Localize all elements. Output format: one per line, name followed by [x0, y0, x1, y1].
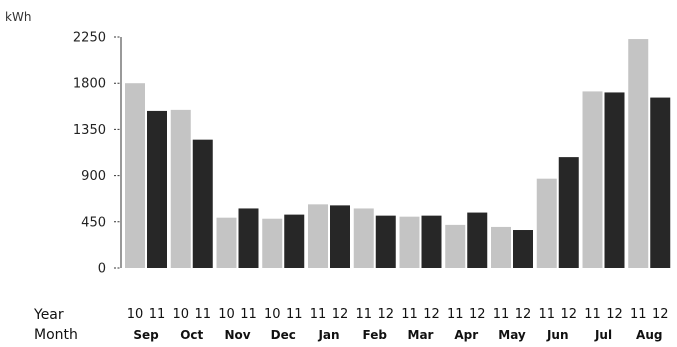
- year-label: 11: [447, 307, 464, 322]
- year-label: 12: [560, 307, 577, 322]
- year-label: 11: [584, 307, 601, 322]
- year-label: 11: [149, 307, 166, 322]
- bar: [262, 218, 283, 268]
- bar: [628, 39, 649, 269]
- bar: [147, 110, 167, 268]
- year-label: 12: [377, 307, 394, 322]
- month-label: Mar: [408, 328, 434, 342]
- bar: [421, 215, 442, 268]
- year-label: 11: [355, 307, 372, 322]
- year-label: 12: [515, 307, 532, 322]
- bar-series: [125, 39, 671, 269]
- month-label: Jul: [594, 328, 612, 342]
- month-label: Feb: [363, 328, 388, 342]
- y-axis-ticks: 0 450 900 1350 1800 2250: [73, 31, 121, 277]
- bar: [467, 212, 488, 268]
- month-label: May: [498, 328, 526, 342]
- year-label: 12: [606, 307, 623, 322]
- bar: [308, 204, 328, 268]
- month-label: Jun: [546, 328, 569, 342]
- year-label: 11: [286, 307, 303, 322]
- x-axis-labels: 10 11 Sep 10 11 Oct 10 11 Nov 10 11 Dec 11 12 Jan 11 12 F…: [127, 307, 669, 342]
- year-label: 10: [172, 307, 189, 322]
- y-tick-label: 450: [81, 215, 106, 230]
- month-row-title: Month: [34, 327, 78, 343]
- year-label: 11: [401, 307, 418, 322]
- year-label: 12: [652, 307, 669, 322]
- bar: [375, 215, 396, 268]
- bar: [445, 224, 466, 268]
- year-label: 11: [538, 307, 555, 322]
- bar: [513, 230, 533, 268]
- y-tick-label: 1350: [73, 123, 106, 138]
- bar: [582, 91, 603, 268]
- year-label: 11: [493, 307, 510, 322]
- bar: [650, 97, 671, 268]
- year-label: 11: [240, 307, 257, 322]
- bar: [125, 83, 145, 268]
- bar: [238, 208, 259, 268]
- y-tick-label: 900: [81, 169, 106, 184]
- y-tick-label: 1800: [73, 77, 106, 92]
- bar: [216, 217, 237, 268]
- bar: [558, 157, 579, 268]
- month-label: Aug: [636, 328, 662, 342]
- month-label: Oct: [180, 328, 203, 342]
- month-label: Jan: [317, 328, 339, 342]
- bar: [399, 216, 420, 268]
- year-label: 11: [194, 307, 211, 322]
- bar: [192, 139, 213, 268]
- bar: [491, 226, 511, 268]
- year-label: 12: [469, 307, 486, 322]
- month-label: Nov: [224, 328, 250, 342]
- bar: [353, 208, 374, 268]
- month-label: Apr: [454, 328, 478, 342]
- y-tick-label: 0: [98, 262, 106, 277]
- bar: [170, 109, 191, 268]
- y-axis-unit-label: kWh: [5, 10, 31, 24]
- month-label: Dec: [271, 328, 296, 342]
- year-label: 10: [127, 307, 144, 322]
- bar: [536, 178, 557, 268]
- year-label: 10: [218, 307, 235, 322]
- year-label: 11: [310, 307, 327, 322]
- year-label: 12: [423, 307, 440, 322]
- month-label: Sep: [133, 328, 159, 342]
- bar: [604, 92, 625, 268]
- bar: [330, 205, 350, 268]
- y-tick-label: 2250: [73, 31, 106, 46]
- year-label: 12: [332, 307, 349, 322]
- bar: [284, 214, 305, 268]
- year-label: 10: [264, 307, 281, 322]
- year-label: 11: [630, 307, 647, 322]
- year-row-title: Year: [33, 307, 64, 323]
